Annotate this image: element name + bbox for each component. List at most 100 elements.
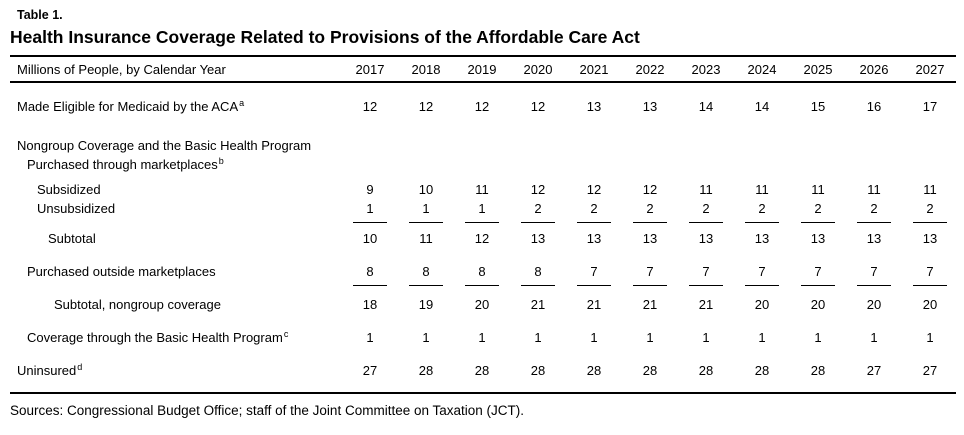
value-cell [342, 155, 398, 174]
value-cell: 2 [678, 199, 734, 223]
value-cell: 1 [678, 328, 734, 347]
value-cell [790, 136, 846, 155]
value-cell [622, 136, 678, 155]
value-cell: 20 [846, 295, 902, 314]
value-cell: 1 [342, 328, 398, 347]
cell-value: 8 [521, 262, 555, 286]
page-title: Health Insurance Coverage Related to Pro… [10, 27, 640, 47]
value-cell [398, 155, 454, 174]
header-rule [10, 81, 956, 83]
cell-value: 1 [758, 330, 766, 345]
value-cell [902, 155, 958, 174]
cell-value: 2 [745, 199, 779, 223]
column-header-row: Millions of People, by Calendar Year 201… [10, 57, 956, 81]
cell-value: 2 [521, 199, 555, 223]
value-cell: 7 [622, 262, 678, 286]
cell-value: 8 [465, 262, 499, 286]
cell-value: 2 [857, 199, 891, 223]
value-cell: 28 [622, 361, 678, 380]
value-cell: 1 [454, 328, 510, 347]
cell-value: 15 [810, 99, 826, 114]
year-header: 2022 [635, 62, 665, 77]
footnote-marker: b [218, 156, 224, 166]
row-label: Subtotal [48, 231, 96, 246]
value-cell [678, 136, 734, 155]
cell-value: 10 [362, 231, 378, 246]
value-cell: 18 [342, 295, 398, 314]
value-cell [902, 136, 958, 155]
cell-value: 7 [913, 262, 947, 286]
table-row-nongroup-section: Nongroup Coverage and the Basic Health P… [10, 136, 956, 155]
cell-value: 2 [577, 199, 611, 223]
cell-value: 7 [801, 262, 835, 286]
value-cell: 11 [846, 180, 902, 199]
value-cell: 2 [734, 199, 790, 223]
value-cell: 2 [566, 199, 622, 223]
value-cell: 21 [510, 295, 566, 314]
value-cell: 20 [734, 295, 790, 314]
year-header: 2021 [579, 62, 609, 77]
value-cell: 11 [790, 180, 846, 199]
bottom-rule [10, 392, 956, 394]
table-number-label: Table 1. [17, 8, 63, 22]
cell-value: 12 [474, 231, 490, 246]
cell-value: 1 [926, 330, 934, 345]
value-cell: 28 [734, 361, 790, 380]
cell-value: 11 [867, 182, 881, 197]
value-cell: 10 [342, 229, 398, 248]
value-cell: 1 [454, 199, 510, 223]
cell-value: 1 [814, 330, 822, 345]
cell-value: 1 [534, 330, 542, 345]
year-header: 2017 [355, 62, 385, 77]
value-cell: 28 [398, 361, 454, 380]
value-cell: 20 [902, 295, 958, 314]
cell-value: 12 [474, 99, 490, 114]
footnote-marker: c [283, 329, 289, 339]
table-row-purchased-outside: Purchased outside marketplaces 8 8 8 8 7 7 7 7 7 7… [10, 262, 956, 286]
cell-value: 18 [362, 297, 378, 312]
cell-value: 21 [586, 297, 602, 312]
value-cell: 2 [846, 199, 902, 223]
cell-value: 11 [475, 182, 489, 197]
value-cell [454, 136, 510, 155]
value-cell: 19 [398, 295, 454, 314]
table-row-subsidized: Subsidized 9 10 11 12 12 12 11 11 11 11 11 [10, 180, 956, 199]
value-cell: 16 [846, 97, 902, 116]
value-cell [846, 136, 902, 155]
row-label: Purchased through marketplacesb [27, 156, 224, 173]
value-cell: 10 [398, 180, 454, 199]
year-header: 2023 [691, 62, 721, 77]
value-cell: 28 [678, 361, 734, 380]
cell-value: 13 [586, 231, 602, 246]
row-label: Subtotal, nongroup coverage [54, 297, 221, 312]
value-cell: 11 [398, 229, 454, 248]
year-header: 2019 [467, 62, 497, 77]
year-header: 2024 [747, 62, 777, 77]
cell-value: 21 [642, 297, 658, 312]
cell-value: 27 [866, 363, 882, 378]
value-cell: 2 [790, 199, 846, 223]
value-cell: 2 [622, 199, 678, 223]
cell-value: 1 [422, 330, 430, 345]
value-cell: 1 [510, 328, 566, 347]
value-cell: 28 [566, 361, 622, 380]
value-cell [342, 136, 398, 155]
cell-value: 2 [689, 199, 723, 223]
value-cell: 27 [846, 361, 902, 380]
cell-value: 13 [866, 231, 882, 246]
cell-value: 7 [633, 262, 667, 286]
cell-value: 11 [419, 231, 433, 246]
value-cell [566, 136, 622, 155]
value-cell: 13 [902, 229, 958, 248]
row-label: Unsubsidized [37, 201, 116, 216]
cell-value: 1 [366, 330, 374, 345]
cell-value: 1 [465, 199, 499, 223]
value-cell: 13 [678, 229, 734, 248]
value-cell: 1 [566, 328, 622, 347]
value-cell: 12 [566, 180, 622, 199]
value-cell: 13 [790, 229, 846, 248]
value-cell: 12 [454, 97, 510, 116]
year-header: 2026 [859, 62, 889, 77]
cell-value: 28 [642, 363, 658, 378]
